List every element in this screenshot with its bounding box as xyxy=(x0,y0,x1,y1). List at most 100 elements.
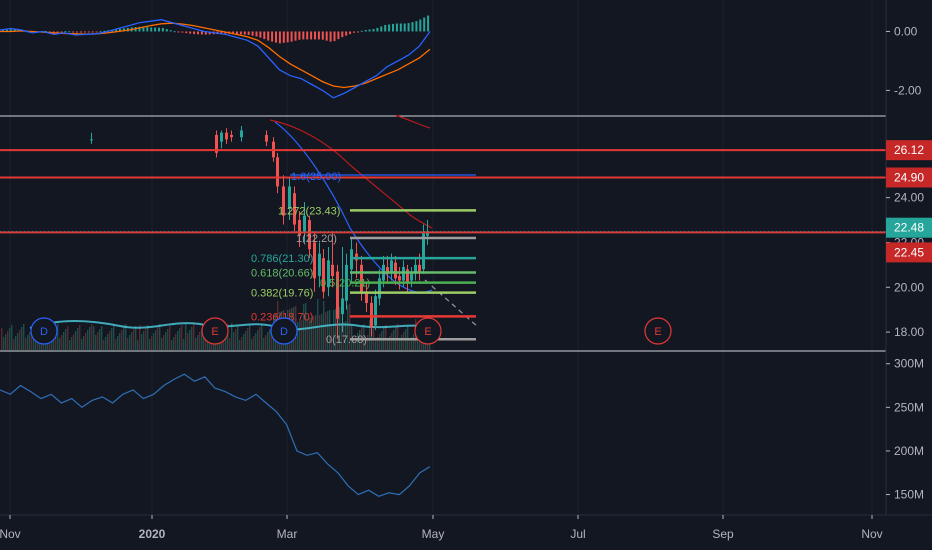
candle-body xyxy=(318,253,321,277)
macd-histogram-bar xyxy=(255,31,258,37)
earnings-marker[interactable] xyxy=(201,317,229,345)
macd-histogram-bar xyxy=(314,31,316,40)
vertical-grid xyxy=(9,0,873,515)
volume-bar xyxy=(73,334,75,350)
macd-histogram-bar xyxy=(189,31,192,34)
volume-bar xyxy=(311,317,313,350)
macd-histogram-bar xyxy=(193,31,196,35)
moving-average-fast xyxy=(274,121,433,293)
volume-bar xyxy=(385,325,387,350)
macd-histogram-bar xyxy=(321,31,324,40)
volume-bar xyxy=(301,320,303,350)
macd-histogram-bar xyxy=(263,31,266,40)
price-axis-tick-label: 24.00 xyxy=(894,191,924,205)
volume-bar xyxy=(103,340,105,350)
lower-pane[interactable] xyxy=(0,373,431,497)
macd-histogram-bar xyxy=(333,31,336,42)
fib-level-label: 0.618(20.66) xyxy=(251,267,313,279)
lower-axis-tick-label: 250M xyxy=(894,400,924,414)
macd-histogram-bar xyxy=(83,31,86,33)
earnings-marker[interactable] xyxy=(644,317,672,345)
macd-histogram-bar xyxy=(150,27,153,32)
volume-bar xyxy=(329,310,331,350)
volume-bar xyxy=(55,327,57,350)
candle-body xyxy=(293,193,296,225)
macd-histogram-bar xyxy=(364,29,367,32)
dividend-marker[interactable] xyxy=(30,317,58,345)
time-axis[interactable]: Nov 2020 Mar May Jul Sep Nov xyxy=(0,514,932,541)
macd-pane[interactable] xyxy=(0,15,431,99)
volume-bar xyxy=(171,340,173,350)
macd-histogram-bar xyxy=(177,31,180,33)
macd-histogram-bar xyxy=(294,31,297,41)
volume-bar xyxy=(25,338,27,350)
macd-histogram-bar xyxy=(68,31,71,33)
macd-histogram-bar xyxy=(9,29,12,32)
event-marker-letter: E xyxy=(654,326,661,338)
macd-histogram-bar xyxy=(380,26,383,32)
volume-bar xyxy=(113,325,115,350)
candle-body xyxy=(386,267,389,274)
candle-body xyxy=(341,298,344,315)
volume-bar xyxy=(151,336,153,350)
event-marker-letter: E xyxy=(211,326,218,338)
volume-bar xyxy=(271,326,273,350)
price-badge-label: 22.48 xyxy=(894,221,924,235)
macd-histogram-bar xyxy=(290,31,293,42)
volume-bar xyxy=(365,338,367,350)
volume-bar xyxy=(17,333,19,350)
price-pane[interactable]: 1.6(25.00) 1.272(23.43) 1(22.20) 0.786(21.… xyxy=(0,114,886,350)
volume-bar xyxy=(367,335,369,350)
earnings-marker[interactable] xyxy=(414,317,442,345)
volume-bar xyxy=(1,328,3,350)
volume-bar xyxy=(201,329,203,350)
candle-body xyxy=(225,132,228,140)
volume-bar xyxy=(421,339,423,350)
volume-bar xyxy=(369,320,371,350)
volume-bar xyxy=(135,326,137,350)
time-axis-label: Mar xyxy=(277,527,298,541)
macd-histogram xyxy=(2,15,430,44)
volume-bar xyxy=(327,311,329,350)
volume-bar xyxy=(297,322,299,350)
volume-bar xyxy=(239,340,241,350)
macd-histogram-bar xyxy=(95,31,98,33)
volume-bar xyxy=(269,329,271,350)
time-axis-label: Nov xyxy=(861,527,882,541)
volume-bar xyxy=(107,334,109,350)
candle-body xyxy=(215,134,218,153)
volume-bar xyxy=(31,329,33,350)
macd-histogram-bar xyxy=(119,28,121,32)
candle-body xyxy=(308,220,311,250)
volume-bar xyxy=(105,337,107,350)
volume-bar xyxy=(145,328,147,350)
horizontal-lines[interactable] xyxy=(0,149,886,234)
dividend-marker[interactable] xyxy=(270,317,298,345)
macd-histogram-bar xyxy=(286,31,289,43)
macd-histogram-bar xyxy=(267,31,270,41)
macd-histogram-bar xyxy=(56,31,59,33)
lower-indicator-line xyxy=(0,373,431,497)
volume-bar xyxy=(185,324,187,350)
time-axis-label: 2020 xyxy=(139,527,166,541)
volume-bar xyxy=(377,337,379,350)
candle-body xyxy=(390,260,393,274)
fib-level-label: 1(22.20) xyxy=(296,233,337,245)
price-badge xyxy=(886,217,932,238)
volume-bar xyxy=(155,330,157,350)
macd-histogram-bar xyxy=(251,31,254,36)
volume-bar xyxy=(157,327,159,350)
volume-bar xyxy=(85,333,87,350)
fib-extension[interactable]: 1.272(23.43) 1(22.20) 0.786(21.30) 0.618(20… xyxy=(251,205,476,346)
macd-histogram-bar xyxy=(392,23,394,32)
volume-bar xyxy=(253,336,255,350)
macd-histogram-bar xyxy=(60,31,63,33)
volume-bar xyxy=(387,339,389,350)
volume-bar xyxy=(343,322,345,350)
trend-line-dashed[interactable] xyxy=(424,279,479,328)
macd-histogram-bar xyxy=(185,31,188,34)
